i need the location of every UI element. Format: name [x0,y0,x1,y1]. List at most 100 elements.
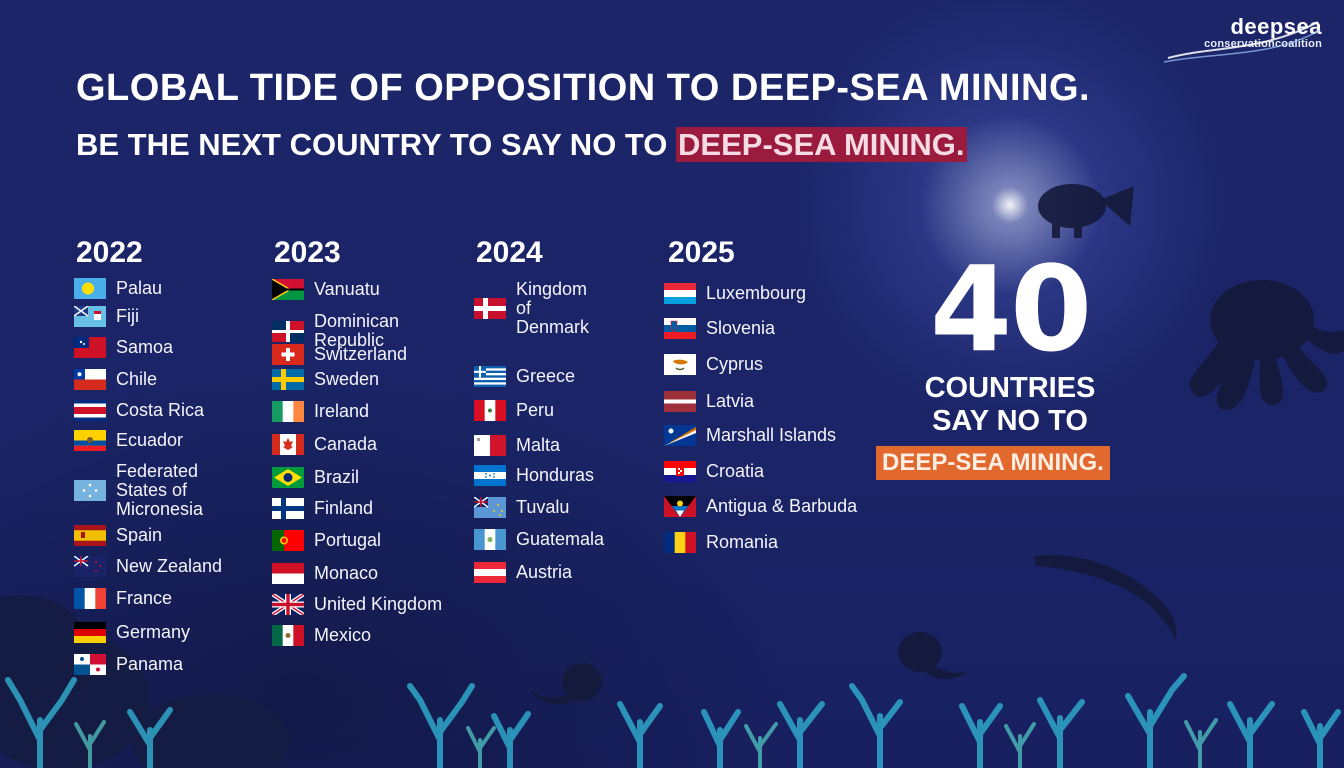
country-item-sweden: Sweden [272,369,379,390]
deep-sea-mining-badge: DEEP-SEA MINING. [876,446,1110,480]
ireland-flag-icon [272,401,304,422]
subtitle-highlight: DEEP-SEA MINING. [676,127,967,162]
romania-flag-icon [664,532,696,553]
malta-flag-icon [474,435,506,456]
country-item-luxembourg: Luxembourg [664,283,806,304]
finland-flag-icon [272,498,304,519]
country-name: New Zealand [116,556,223,576]
country-name: France [116,588,173,608]
year-heading-2025: 2025 [668,236,735,269]
country-item-canada: Canada [272,434,377,455]
country-name: Samoa [116,337,174,357]
chile-flag-icon [74,369,106,390]
country-name: Ireland [314,401,370,421]
eel-silhouette [1034,554,1177,640]
vanuatu-flag-icon [272,279,304,300]
country-item-united-kingdom: United Kingdom [272,594,442,615]
country-name: Monaco [314,563,379,583]
country-item-costa-rica: Costa Rica [74,400,204,421]
country-item-ireland: Ireland [272,401,369,422]
subtitle-text: BE THE NEXT COUNTRY TO SAY NO TO [76,127,677,162]
year-heading-2023: 2023 [274,236,341,269]
austria-flag-icon [474,562,506,583]
croatia-flag-icon [664,461,696,482]
monaco-flag-icon [272,563,304,584]
panama-flag-icon [74,654,106,675]
country-count: 40 [930,240,1092,378]
country-name: Greece [516,366,576,386]
country-name: Kingdom of Denmark [516,279,590,337]
country-item-portugal: Portugal [272,530,381,551]
country-item-monaco: Monaco [272,563,378,584]
samoa-flag-icon [74,337,106,358]
guatemala-flag-icon [474,529,506,550]
country-item-dominican-republic: Dominican Republic [272,312,399,350]
country-item-honduras: Honduras [474,465,594,486]
country-item-federated-states-of-micronesia: Federated States of Micronesia [74,462,203,519]
country-name: Peru [516,400,555,420]
country-item-antigua-barbuda: Antigua & Barbuda [664,496,857,517]
country-item-france: France [74,588,172,609]
squid-silhouette-left [530,663,602,705]
country-item-palau: Palau [74,278,162,299]
newzealand-flag-icon [74,556,106,577]
country-name: Brazil [314,467,360,487]
greece-flag-icon [474,366,506,387]
country-item-spain: Spain [74,525,162,546]
country-item-mexico: Mexico [272,625,371,646]
tuvalu-flag-icon [474,497,506,518]
country-name: Tuvalu [516,497,570,517]
brand-logo[interactable]: deepsea conservationcoalition [1162,16,1322,66]
country-name: Latvia [706,391,755,411]
coral-reef [5,673,1341,768]
country-name: Honduras [516,465,595,485]
ecuador-flag-icon [74,430,106,451]
country-name: Sweden [314,369,380,389]
country-name: Austria [516,562,573,582]
france-flag-icon [74,588,106,609]
slovenia-flag-icon [664,318,696,339]
country-item-romania: Romania [664,532,778,553]
country-name: United Kingdom [314,594,443,614]
honduras-flag-icon [474,465,506,486]
country-item-tuvalu: Tuvalu [474,497,569,518]
country-name: Costa Rica [116,400,205,420]
country-item-guatemala: Guatemala [474,529,604,550]
country-name: Romania [706,532,779,552]
country-name: Switzerland [314,344,408,364]
canada-flag-icon [272,434,304,455]
uk-flag-icon [272,594,304,615]
country-name: Chile [116,369,158,389]
country-item-greece: Greece [474,366,575,387]
country-item-samoa: Samoa [74,337,173,358]
country-name: Croatia [706,461,765,481]
octopus-silhouette [1189,280,1344,410]
coral-reef-light [74,718,1218,768]
country-name: Fiji [116,306,139,326]
brazil-flag-icon [272,467,304,488]
country-item-slovenia: Slovenia [664,318,775,339]
country-item-panama: Panama [74,654,183,675]
country-name: Marshall Islands [706,425,837,445]
germany-flag-icon [74,622,106,643]
country-name: Guatemala [516,529,605,549]
country-name: Palau [116,278,163,298]
country-name: Slovenia [706,318,776,338]
country-name: Vanuatu [314,279,380,299]
country-item-ecuador: Ecuador [74,430,183,451]
count-caption: COUNTRIES SAY NO TO [924,372,1096,437]
country-name: Luxembourg [706,283,807,303]
country-item-brazil: Brazil [272,467,359,488]
country-name: Ecuador [116,430,184,450]
page-title: GLOBAL TIDE OF OPPOSITION TO DEEP-SEA MI… [76,67,1091,109]
country-item-peru: Peru [474,400,554,421]
year-heading-2024: 2024 [476,236,543,269]
country-item-fiji: Fiji [74,306,139,327]
anglerfish-silhouette [1038,184,1134,238]
country-item-croatia: Croatia [664,461,764,482]
country-item-germany: Germany [74,622,190,643]
country-item-finland: Finland [272,498,373,519]
country-name: Panama [116,654,184,674]
